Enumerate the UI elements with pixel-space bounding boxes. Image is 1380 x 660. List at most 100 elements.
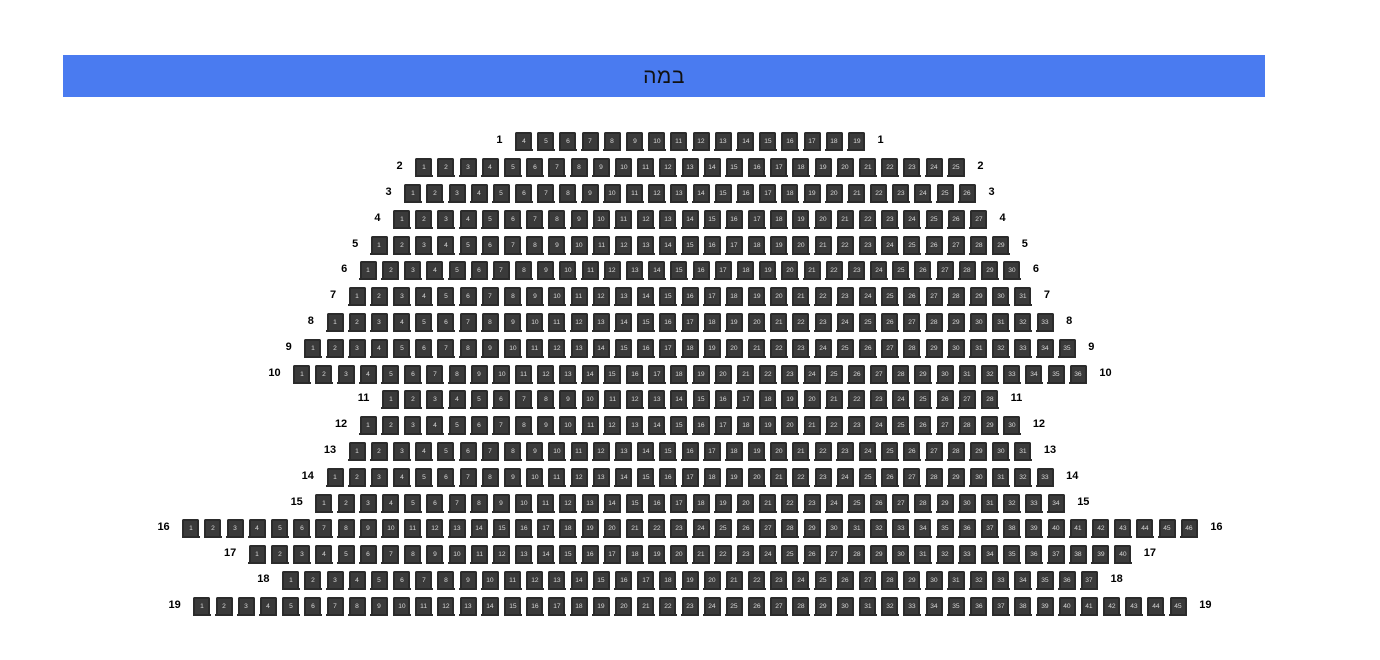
seat-icon[interactable]: 14 [636, 287, 655, 307]
seat-icon[interactable]: 34 [1024, 364, 1043, 384]
seat-icon[interactable]: 7 [536, 183, 555, 203]
seat-icon[interactable]: 39 [1036, 596, 1054, 616]
seat-icon[interactable]: 22 [758, 364, 777, 384]
seat-icon[interactable]: 6 [514, 183, 533, 203]
seat-icon[interactable]: 17 [725, 235, 744, 255]
seat-icon[interactable]: 11 [547, 312, 566, 332]
seat-icon[interactable]: 8 [514, 261, 533, 281]
seat-icon[interactable]: 34 [1036, 338, 1054, 358]
seat-icon[interactable]: 17 [658, 338, 677, 358]
seat-icon[interactable]: 10 [525, 467, 544, 487]
seat-icon[interactable]: 4 [370, 338, 389, 358]
seat-icon[interactable]: 7 [459, 312, 478, 332]
seat-icon[interactable]: 26 [747, 596, 766, 616]
seat-icon[interactable]: 16 [658, 467, 677, 487]
seat-icon[interactable]: 22 [869, 183, 888, 203]
seat-icon[interactable]: 22 [880, 158, 899, 178]
seat-icon[interactable]: 18 [747, 235, 766, 255]
seat-icon[interactable]: 5 [436, 441, 455, 461]
seat-icon[interactable]: 18 [780, 183, 799, 203]
seat-icon[interactable]: 8 [481, 312, 500, 332]
seat-icon[interactable]: 5 [459, 235, 478, 255]
seat-icon[interactable]: 5 [436, 287, 455, 307]
seat-icon[interactable]: 20 [669, 545, 688, 565]
seat-icon[interactable]: 6 [414, 338, 433, 358]
seat-icon[interactable]: 8 [503, 287, 522, 307]
seat-icon[interactable]: 17 [803, 132, 822, 152]
seat-icon[interactable]: 12 [636, 209, 655, 229]
seat-icon[interactable]: 11 [503, 570, 522, 590]
seat-icon[interactable]: 21 [791, 287, 810, 307]
seat-icon[interactable]: 12 [547, 338, 566, 358]
seat-icon[interactable]: 16 [514, 519, 533, 539]
seat-icon[interactable]: 33 [891, 519, 910, 539]
seat-icon[interactable]: 1 [392, 209, 411, 229]
seat-icon[interactable]: 24 [858, 287, 877, 307]
seat-icon[interactable]: 26 [925, 235, 944, 255]
seat-icon[interactable]: 8 [558, 183, 577, 203]
seat-icon[interactable]: 29 [947, 312, 966, 332]
seat-icon[interactable]: 17 [758, 183, 777, 203]
seat-icon[interactable]: 25 [936, 183, 955, 203]
seat-icon[interactable]: 16 [703, 235, 722, 255]
seat-icon[interactable]: 36 [969, 596, 988, 616]
seat-icon[interactable]: 9 [503, 467, 522, 487]
seat-icon[interactable]: 7 [525, 209, 544, 229]
seat-icon[interactable]: 24 [858, 441, 877, 461]
seat-icon[interactable]: 24 [869, 416, 888, 436]
seat-icon[interactable]: 40 [1047, 519, 1066, 539]
seat-icon[interactable]: 16 [747, 158, 766, 178]
seat-icon[interactable]: 29 [980, 261, 999, 281]
seat-icon[interactable]: 16 [681, 441, 699, 461]
seat-icon[interactable]: 6 [392, 570, 411, 590]
seat-icon[interactable]: 25 [780, 545, 799, 565]
seat-icon[interactable]: 8 [514, 416, 533, 436]
seat-icon[interactable]: 32 [880, 596, 899, 616]
seat-icon[interactable]: 36 [1058, 570, 1077, 590]
seat-icon[interactable]: 16 [581, 545, 600, 565]
seat-icon[interactable]: 20 [603, 519, 622, 539]
seat-icon[interactable]: 2 [203, 519, 222, 539]
seat-icon[interactable]: 24 [836, 467, 855, 487]
seat-icon[interactable]: 24 [925, 158, 944, 178]
seat-icon[interactable]: 14 [470, 519, 489, 539]
seat-icon[interactable]: 23 [836, 287, 855, 307]
seat-icon[interactable]: 4 [425, 261, 444, 281]
seat-icon[interactable]: 25 [891, 416, 910, 436]
seat-icon[interactable]: 19 [714, 493, 733, 513]
seat-icon[interactable]: 30 [991, 287, 1010, 307]
seat-icon[interactable]: 22 [847, 390, 866, 410]
seat-icon[interactable]: 28 [947, 441, 966, 461]
seat-icon[interactable]: 8 [459, 338, 478, 358]
seat-icon[interactable]: 12 [525, 570, 544, 590]
seat-icon[interactable]: 19 [780, 390, 799, 410]
seat-icon[interactable]: 14 [681, 209, 699, 229]
seat-icon[interactable]: 10 [547, 287, 566, 307]
seat-icon[interactable]: 9 [592, 158, 611, 178]
seat-icon[interactable]: 16 [692, 416, 711, 436]
seat-icon[interactable]: 37 [1047, 545, 1066, 565]
seat-icon[interactable]: 10 [581, 390, 600, 410]
seat-icon[interactable]: 24 [902, 209, 921, 229]
seat-icon[interactable]: 17 [703, 441, 722, 461]
seat-icon[interactable]: 5 [481, 209, 500, 229]
seat-icon[interactable]: 21 [769, 467, 788, 487]
seat-icon[interactable]: 41 [1080, 596, 1099, 616]
seat-icon[interactable]: 13 [625, 261, 644, 281]
seat-icon[interactable]: 3 [292, 545, 311, 565]
seat-icon[interactable]: 33 [902, 596, 921, 616]
seat-icon[interactable]: 8 [337, 519, 356, 539]
seat-icon[interactable]: 10 [503, 338, 522, 358]
seat-icon[interactable]: 8 [481, 467, 500, 487]
seat-icon[interactable]: 10 [592, 209, 611, 229]
seat-icon[interactable]: 26 [880, 467, 899, 487]
seat-icon[interactable]: 33 [1002, 364, 1021, 384]
seat-icon[interactable]: 20 [703, 570, 722, 590]
seat-icon[interactable]: 9 [581, 183, 600, 203]
seat-icon[interactable]: 5 [281, 596, 300, 616]
seat-icon[interactable]: 27 [891, 493, 910, 513]
seat-icon[interactable]: 23 [736, 545, 755, 565]
seat-icon[interactable]: 31 [969, 338, 988, 358]
seat-icon[interactable]: 20 [836, 158, 855, 178]
seat-icon[interactable]: 30 [958, 493, 977, 513]
